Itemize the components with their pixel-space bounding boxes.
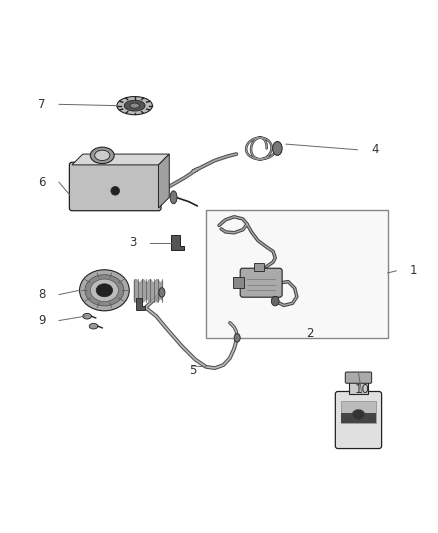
- Bar: [349, 382, 368, 394]
- FancyBboxPatch shape: [345, 372, 372, 383]
- Text: 7: 7: [38, 98, 46, 111]
- Text: 4: 4: [371, 143, 378, 156]
- Polygon shape: [72, 154, 169, 165]
- Bar: [254, 263, 265, 271]
- Polygon shape: [135, 298, 145, 310]
- FancyBboxPatch shape: [240, 268, 282, 297]
- Circle shape: [111, 187, 120, 195]
- Text: 5: 5: [189, 364, 197, 377]
- FancyBboxPatch shape: [69, 162, 161, 211]
- Ellipse shape: [130, 103, 139, 108]
- Ellipse shape: [80, 270, 129, 311]
- Ellipse shape: [352, 409, 365, 420]
- Bar: [206, 211, 388, 338]
- Ellipse shape: [85, 274, 124, 306]
- Text: 6: 6: [38, 176, 46, 189]
- Text: 3: 3: [129, 236, 136, 249]
- Ellipse shape: [83, 313, 92, 319]
- Ellipse shape: [159, 288, 165, 297]
- Ellipse shape: [90, 279, 118, 302]
- Ellipse shape: [271, 296, 279, 306]
- Ellipse shape: [95, 150, 110, 160]
- Text: 2: 2: [306, 327, 314, 340]
- Ellipse shape: [170, 191, 177, 204]
- Text: 9: 9: [38, 314, 46, 327]
- Bar: [341, 401, 375, 423]
- FancyBboxPatch shape: [336, 391, 381, 449]
- Ellipse shape: [117, 96, 152, 115]
- Bar: [341, 413, 375, 423]
- Ellipse shape: [272, 142, 282, 155]
- Ellipse shape: [96, 284, 113, 297]
- Ellipse shape: [89, 324, 98, 329]
- Text: 1: 1: [410, 264, 417, 277]
- Bar: [233, 277, 244, 288]
- Ellipse shape: [90, 147, 114, 164]
- Ellipse shape: [124, 100, 145, 111]
- Text: 8: 8: [38, 288, 46, 301]
- Ellipse shape: [234, 334, 240, 342]
- Polygon shape: [171, 235, 184, 251]
- Text: 10: 10: [354, 383, 369, 396]
- Polygon shape: [159, 154, 169, 208]
